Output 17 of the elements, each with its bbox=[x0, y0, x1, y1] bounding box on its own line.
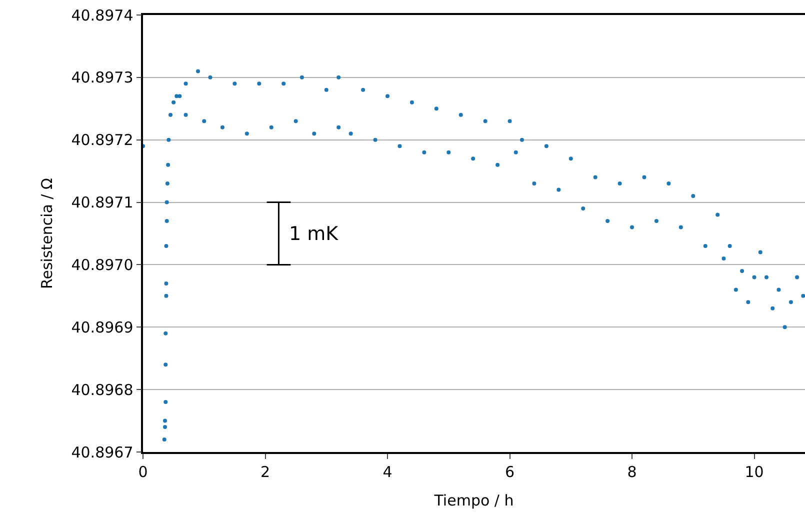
y-tick-label: 40.8969 bbox=[71, 318, 134, 336]
y-tick-label: 40.8971 bbox=[71, 194, 134, 212]
x-tick-label: 0 bbox=[138, 462, 148, 481]
y-tick-label: 40.8972 bbox=[71, 131, 134, 150]
y-axis-title: Resistencia / Ω bbox=[38, 178, 56, 290]
annotation: 1 mK bbox=[289, 223, 339, 245]
x-tick-label: 6 bbox=[504, 462, 515, 481]
y-tick-label: 40.8974 bbox=[71, 6, 134, 24]
x-tick-label: 2 bbox=[260, 462, 270, 481]
x-tick-label: 4 bbox=[382, 462, 392, 481]
x-tick-label: 10 bbox=[744, 462, 764, 481]
y-tick-label: 40.8968 bbox=[71, 380, 134, 399]
x-tick-label: 8 bbox=[627, 462, 637, 481]
y-tick-label: 40.8973 bbox=[71, 68, 134, 87]
y-tick-label: 40.8970 bbox=[71, 256, 134, 274]
x-axis-title: Tiempo / h bbox=[433, 491, 514, 510]
y-tick-label: 40.8967 bbox=[71, 443, 134, 462]
